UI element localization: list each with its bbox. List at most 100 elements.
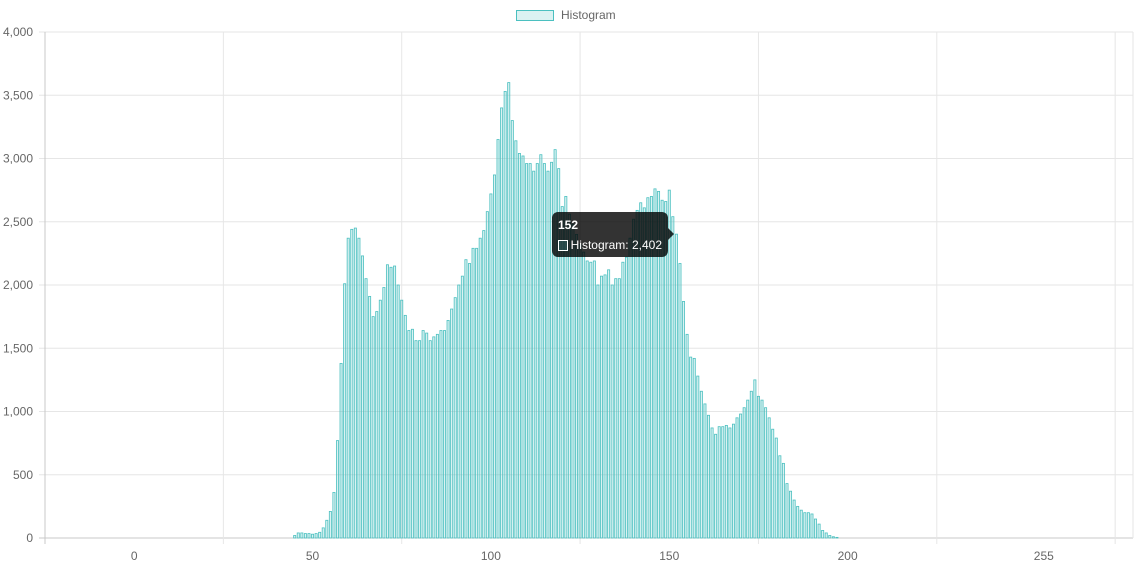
histogram-bar[interactable]: [628, 237, 632, 539]
histogram-bar[interactable]: [460, 275, 464, 539]
histogram-bar[interactable]: [717, 426, 721, 539]
histogram-bar[interactable]: [632, 218, 636, 539]
histogram-bar[interactable]: [703, 403, 707, 539]
histogram-bar[interactable]: [778, 455, 782, 539]
histogram-bar[interactable]: [425, 332, 429, 539]
histogram-bar[interactable]: [742, 407, 746, 539]
histogram-bar[interactable]: [824, 532, 828, 539]
histogram-bar[interactable]: [796, 505, 800, 539]
histogram-bar[interactable]: [596, 284, 600, 539]
histogram-bar[interactable]: [799, 509, 803, 539]
histogram-bar[interactable]: [414, 340, 418, 539]
histogram-bar[interactable]: [353, 227, 357, 539]
histogram-bar[interactable]: [368, 295, 372, 539]
histogram-bar[interactable]: [485, 211, 489, 539]
histogram-bar[interactable]: [789, 490, 793, 539]
histogram-bar[interactable]: [657, 190, 661, 539]
legend[interactable]: Histogram: [516, 8, 616, 22]
histogram-bar[interactable]: [307, 533, 311, 539]
histogram-bar[interactable]: [674, 233, 678, 539]
histogram-bar[interactable]: [692, 357, 696, 539]
histogram-bar[interactable]: [385, 264, 389, 539]
histogram-bar[interactable]: [560, 206, 564, 539]
histogram-bar[interactable]: [557, 168, 561, 539]
histogram-bar[interactable]: [821, 530, 825, 539]
histogram-bar[interactable]: [517, 153, 521, 539]
histogram-bar[interactable]: [753, 379, 757, 539]
histogram-bar[interactable]: [617, 278, 621, 539]
histogram-bar[interactable]: [482, 230, 486, 539]
histogram-bar[interactable]: [660, 199, 664, 539]
histogram-bar[interactable]: [607, 269, 611, 539]
histogram-bar[interactable]: [521, 155, 525, 539]
histogram-bar[interactable]: [468, 263, 471, 539]
histogram-bar[interactable]: [450, 308, 454, 539]
histogram-bar[interactable]: [689, 356, 693, 539]
histogram-bar[interactable]: [510, 120, 514, 539]
histogram-bar[interactable]: [831, 536, 835, 539]
histogram-bar[interactable]: [571, 223, 575, 539]
histogram-bar[interactable]: [664, 201, 668, 539]
histogram-bar[interactable]: [714, 433, 718, 539]
histogram-bar[interactable]: [735, 417, 739, 539]
histogram-bar[interactable]: [774, 437, 778, 539]
histogram-bar[interactable]: [564, 196, 568, 539]
histogram-bar[interactable]: [361, 255, 364, 539]
histogram-bar[interactable]: [378, 299, 382, 539]
histogram-bar[interactable]: [343, 283, 347, 539]
histogram-bar[interactable]: [407, 330, 411, 539]
histogram-bar[interactable]: [610, 284, 614, 539]
histogram-bar[interactable]: [535, 163, 539, 539]
histogram-bar[interactable]: [339, 363, 343, 539]
histogram-bar[interactable]: [311, 533, 315, 539]
histogram-bar[interactable]: [396, 284, 400, 539]
histogram-bar[interactable]: [418, 340, 422, 539]
histogram-bar[interactable]: [400, 299, 404, 539]
histogram-bar[interactable]: [293, 535, 297, 539]
histogram-bar[interactable]: [746, 399, 750, 539]
histogram-bar[interactable]: [642, 207, 646, 539]
histogram-bar[interactable]: [328, 511, 332, 539]
histogram-bar[interactable]: [382, 287, 386, 539]
histogram-bar[interactable]: [835, 536, 839, 539]
histogram-bar[interactable]: [828, 535, 832, 539]
histogram-bar[interactable]: [806, 512, 810, 539]
histogram-bar[interactable]: [525, 163, 529, 539]
histogram-bar[interactable]: [403, 314, 407, 539]
histogram-bar[interactable]: [435, 333, 439, 539]
histogram-bar[interactable]: [303, 533, 307, 539]
histogram-bar[interactable]: [817, 523, 821, 539]
histogram-bar[interactable]: [457, 284, 461, 539]
histogram-bar[interactable]: [453, 297, 457, 539]
histogram-bar[interactable]: [393, 265, 397, 539]
histogram-bar[interactable]: [539, 154, 543, 539]
histogram-bar[interactable]: [575, 233, 578, 539]
histogram-bar[interactable]: [685, 333, 689, 539]
histogram-bar[interactable]: [421, 330, 425, 539]
histogram-bar[interactable]: [739, 413, 743, 539]
histogram-bar[interactable]: [785, 483, 789, 539]
histogram-bar[interactable]: [478, 237, 482, 539]
histogram-bar[interactable]: [760, 399, 764, 539]
histogram-bar[interactable]: [528, 163, 532, 539]
histogram-bar[interactable]: [624, 256, 628, 539]
histogram-bar[interactable]: [443, 330, 446, 539]
histogram-bar[interactable]: [792, 499, 796, 539]
histogram-bar[interactable]: [728, 427, 732, 539]
histogram-bar[interactable]: [771, 428, 775, 539]
histogram-bar[interactable]: [585, 260, 589, 539]
histogram-bar[interactable]: [699, 390, 703, 539]
histogram-bar[interactable]: [464, 259, 468, 539]
histogram-bar[interactable]: [592, 260, 596, 539]
histogram-bar[interactable]: [649, 196, 653, 539]
histogram-bar[interactable]: [614, 278, 618, 539]
histogram-bar[interactable]: [503, 91, 507, 539]
histogram-bar[interactable]: [514, 140, 518, 539]
histogram-bar[interactable]: [357, 237, 361, 539]
histogram-bar[interactable]: [803, 512, 807, 539]
histogram-bar[interactable]: [567, 213, 571, 539]
histogram-bar[interactable]: [475, 247, 479, 539]
histogram-bar[interactable]: [375, 311, 379, 539]
histogram-bar[interactable]: [646, 197, 650, 539]
histogram-bar[interactable]: [667, 189, 671, 539]
